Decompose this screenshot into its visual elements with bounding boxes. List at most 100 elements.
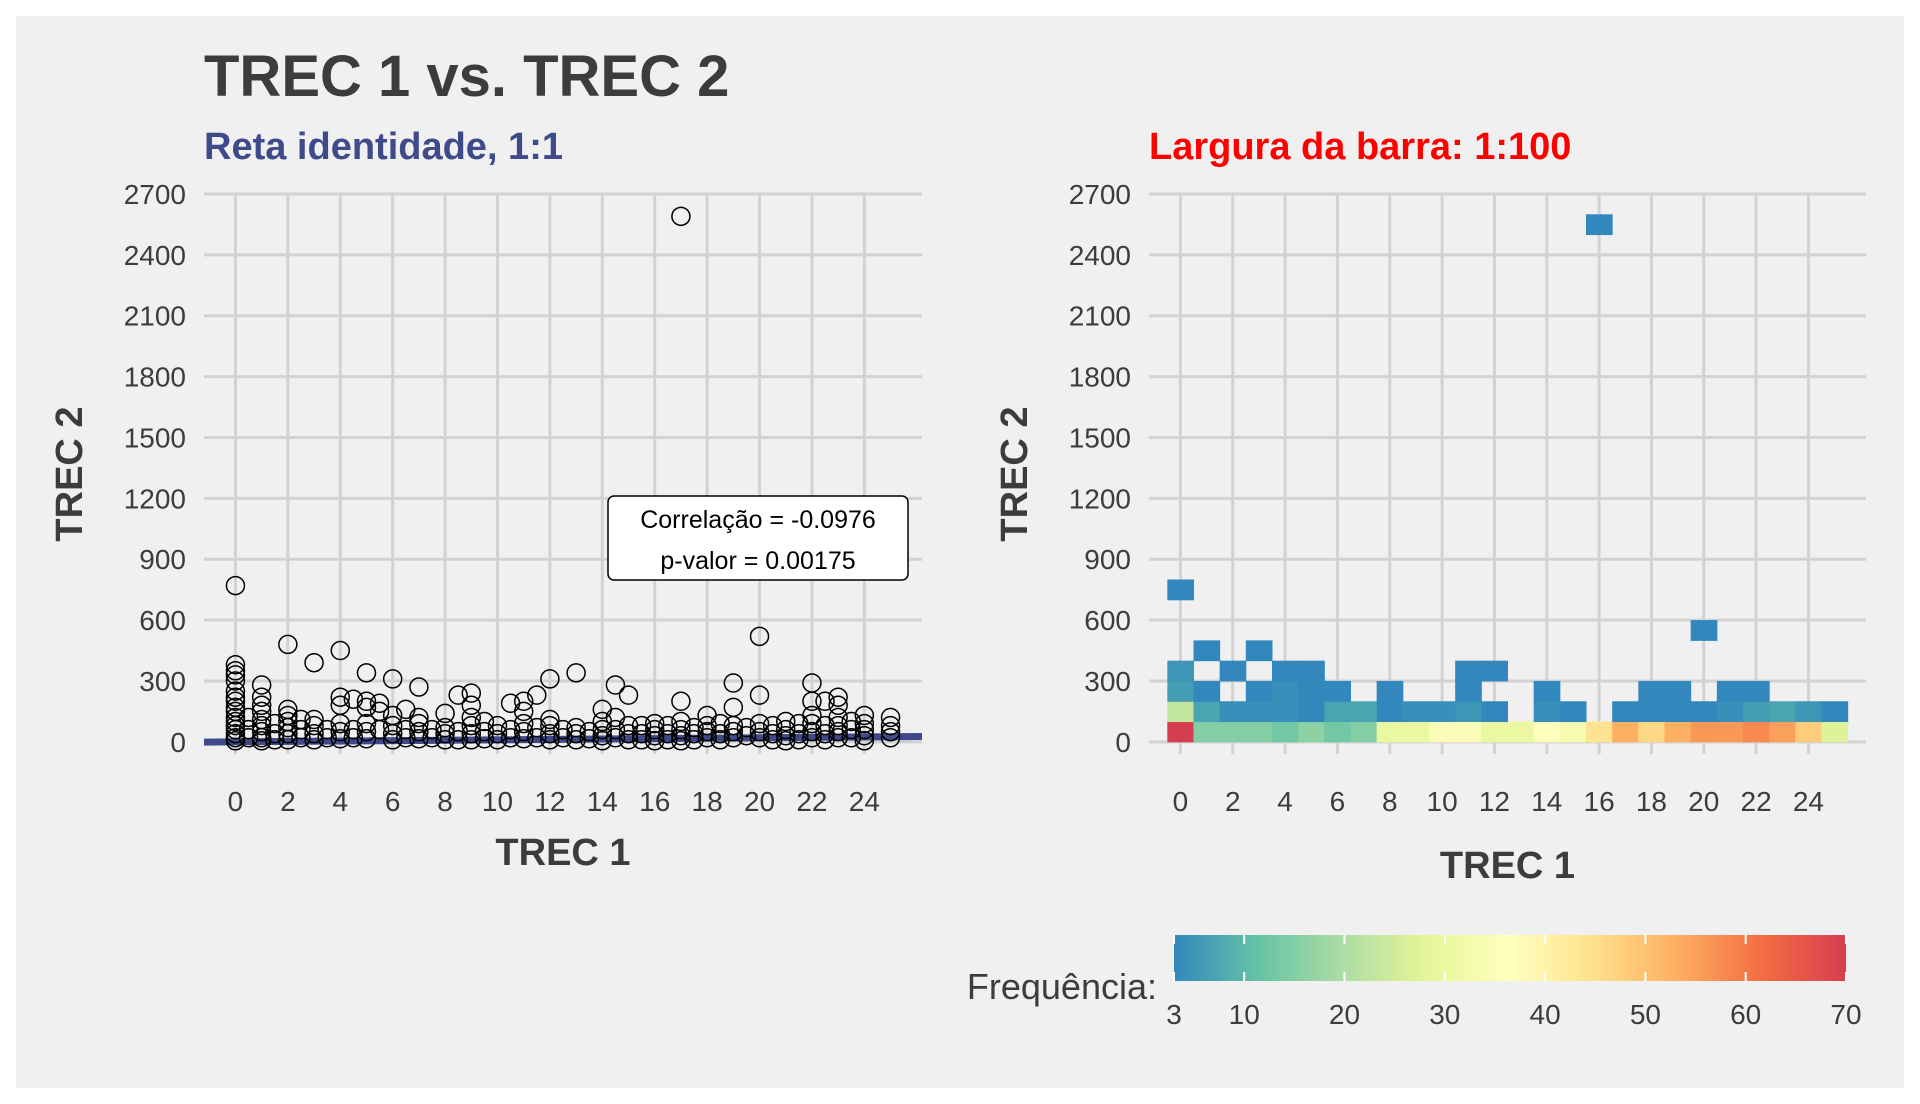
- heatmap-xtick-label: 18: [1636, 786, 1667, 817]
- scatter-point: [422, 728, 442, 748]
- heatmap-cell: [1376, 701, 1404, 723]
- scatter-point: [435, 703, 455, 724]
- scatter-xtick-label: 14: [587, 786, 618, 817]
- scatter-point: [369, 719, 390, 740]
- scatter-point: [880, 721, 901, 742]
- scatter-point: [330, 713, 351, 734]
- scatter-ytick-label: 0: [170, 727, 186, 758]
- heatmap-ytick-label: 300: [1084, 666, 1131, 697]
- scatter-point: [513, 729, 534, 749]
- scatter-point: [631, 723, 652, 744]
- heatmap-cell: [1743, 701, 1770, 723]
- scatter-point: [265, 723, 285, 744]
- scatter-point: [658, 723, 678, 744]
- scatter-point: [736, 725, 757, 746]
- heatmap-cell: [1193, 721, 1221, 743]
- scatter-point: [225, 707, 246, 728]
- scatter-point: [749, 713, 770, 734]
- heatmap-cell: [1586, 721, 1613, 743]
- scatter-point: [487, 723, 508, 744]
- scatter-point: [409, 677, 429, 697]
- scatter-point: [671, 731, 691, 751]
- scatter-xtick-label: 22: [796, 786, 827, 817]
- annotation-pvalue: p-valor = 0.00175: [660, 547, 855, 575]
- scatter-point: [330, 729, 351, 749]
- scatter-point: [644, 731, 665, 751]
- scatter-point: [304, 730, 324, 750]
- heatmap-cell: [1821, 701, 1849, 723]
- scatter-point: [356, 663, 377, 683]
- scatter-ytick-label: 2100: [124, 301, 186, 332]
- scatter-point: [304, 652, 324, 673]
- scatter-point: [854, 713, 875, 734]
- scatter-point: [278, 634, 298, 655]
- heatmap-cell: [1664, 680, 1692, 702]
- scatter-point: [631, 730, 652, 750]
- heatmap-cell: [1428, 701, 1456, 723]
- scatter-point: [291, 719, 311, 740]
- heatmap-cell: [1638, 680, 1666, 702]
- heatmap-xtick-label: 20: [1688, 786, 1719, 817]
- scatter-xtick-label: 10: [482, 786, 513, 817]
- scatter-point: [225, 731, 246, 751]
- heatmap-cell: [1743, 680, 1770, 702]
- scatter-point: [631, 715, 652, 736]
- scatter-point: [461, 695, 482, 716]
- heatmap-cell: [1716, 680, 1744, 702]
- scatter-point: [723, 715, 744, 736]
- heatmap-cell: [1612, 701, 1639, 723]
- heatmap-cell: [1167, 701, 1194, 723]
- scatter-point: [658, 730, 678, 750]
- scatter-point: [527, 685, 547, 705]
- legend-colorbar: [1174, 935, 1846, 981]
- heatmap-ytick-label: 1200: [1069, 483, 1131, 514]
- heatmap-cells: [1167, 214, 1849, 743]
- scatter-point: [513, 713, 534, 734]
- scatter-point: [422, 719, 442, 740]
- heatmap-cell: [1690, 721, 1718, 743]
- scatter-point: [225, 681, 246, 701]
- scatter-xtick-label: 16: [639, 786, 670, 817]
- scatter-point: [802, 728, 822, 748]
- legend-tick-label: 10: [1229, 999, 1260, 1030]
- scatter-point: [251, 695, 272, 716]
- scatter-point: [251, 687, 272, 707]
- heatmap-xtick-label: 22: [1741, 786, 1772, 817]
- heatmap-cell: [1193, 640, 1221, 662]
- scatter-point: [789, 723, 809, 744]
- heatmap-ytick-label: 1500: [1069, 422, 1131, 453]
- scatter-point: [317, 728, 337, 748]
- scatter-ytick-label: 1500: [124, 422, 186, 453]
- scatter-point: [356, 691, 377, 711]
- legend-tick-label: 50: [1630, 999, 1661, 1030]
- heatmap-cell: [1350, 721, 1378, 743]
- scatter-point: [225, 671, 246, 691]
- scatter-point: [671, 711, 691, 732]
- scatter-point: [723, 728, 744, 748]
- scatter-point: [461, 683, 482, 703]
- scatter-point: [710, 713, 730, 734]
- scatter-point: [762, 730, 783, 750]
- scatter-point: [461, 715, 482, 736]
- scatter-point: [435, 723, 455, 744]
- scatter-point: [317, 719, 337, 740]
- scatter-point: [265, 713, 285, 734]
- scatter-point: [553, 719, 573, 740]
- heatmap-cell: [1455, 660, 1482, 682]
- heatmap-cell: [1428, 721, 1456, 743]
- scatter-point: [251, 675, 272, 695]
- heatmap-cell: [1245, 701, 1273, 723]
- scatter-point: [304, 709, 324, 730]
- scatter-point: [461, 707, 482, 728]
- scatter-point: [330, 721, 351, 742]
- scatter-point: [566, 723, 586, 744]
- scatter-point: [644, 719, 665, 740]
- heatmap-cell: [1664, 701, 1692, 723]
- heatmap-cell: [1612, 721, 1639, 743]
- heatmap-ytick-label: 900: [1084, 544, 1131, 575]
- scatter-point: [605, 719, 626, 740]
- color-legend: Frequência: 3 10 20 30 40 50 60 70: [967, 935, 1862, 1030]
- heatmap-xtick-label: 4: [1277, 786, 1293, 817]
